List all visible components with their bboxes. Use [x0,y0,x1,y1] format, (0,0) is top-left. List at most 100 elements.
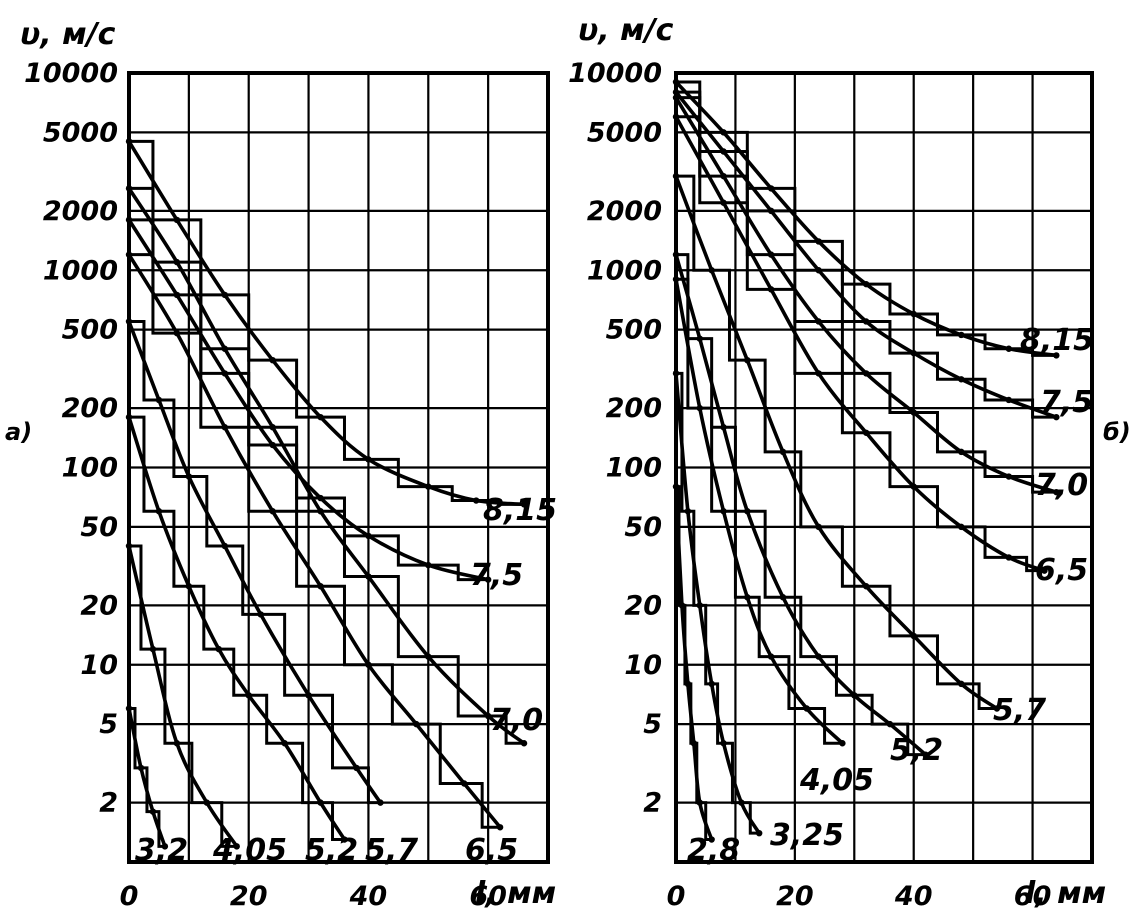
data-point [1053,352,1060,359]
x-axis-label: l, мм [475,876,556,911]
data-point [744,508,751,515]
series-line-7-5 [674,90,1059,419]
data-point [269,508,276,515]
series-label: 5,2 [305,833,358,868]
data-point [862,370,870,377]
data-point [257,611,264,618]
series-label: 4,05 [799,763,874,798]
y-tick-label: 50 [80,512,118,543]
data-point [149,645,157,653]
data-point [365,573,372,580]
data-point [910,310,917,318]
data-point [958,448,965,456]
series-steps-5-7 [129,319,381,805]
x-tick-label: 60 [1014,881,1052,912]
y-tick-label: 20 [80,590,118,621]
data-point [185,583,193,590]
series-line-5-2 [674,252,928,757]
data-point [690,740,698,747]
data-point [269,356,276,364]
series-label: 7,0 [490,703,543,738]
x-tick-label: 20 [230,881,268,912]
data-point [803,705,810,712]
data-point [365,661,372,668]
data-point [221,291,228,299]
plot-frame [127,71,550,864]
data-point [425,561,432,569]
data-point [305,692,312,699]
series-label: 5,7 [993,693,1046,728]
data-point [910,409,917,416]
data-point [910,632,917,640]
data-point [708,267,715,274]
data-point [1005,554,1012,561]
data-point [1053,413,1060,421]
series-label: 7,5 [470,558,523,593]
y-tick-label: 100 [62,453,118,484]
data-point [203,799,211,806]
data-point [173,329,181,337]
x-tick-label: 20 [776,881,814,912]
data-point [520,501,528,508]
data-point [233,843,240,850]
data-point [815,238,822,245]
data-point [815,267,822,274]
data-point [767,653,775,660]
data-point [744,594,751,601]
data-point [353,764,360,772]
series-label: 8,15 [1020,323,1094,358]
y-tick-label: 1000 [587,255,662,286]
data-point [155,396,163,404]
data-point [922,751,929,758]
series-line-4-05 [127,544,239,849]
y-tick-label: 20 [624,590,662,621]
series-label: 6,5 [1035,553,1088,588]
series-line-6-5 [674,114,1047,573]
data-point [767,286,775,293]
data-point [862,583,870,590]
data-point [696,799,703,806]
series-steps-4-05 [129,544,237,848]
data-point [269,441,276,449]
series-line-5-2 [127,415,347,842]
data-point [484,712,492,720]
data-point [815,653,822,660]
y-tick-label: 2000 [43,196,118,227]
series-label: 2,8 [687,833,740,868]
data-point [125,318,133,325]
data-point [851,692,858,699]
series-line-5-7 [674,174,999,711]
data-point [779,594,787,601]
data-point [125,251,133,258]
y-tick-label: 5 [99,709,118,740]
data-point [684,508,692,515]
data-point [1041,567,1048,574]
y-tick-label: 500 [62,315,118,346]
y-tick-label: 10000 [24,58,118,89]
data-point [910,349,917,357]
data-point [425,483,432,490]
data-point [317,583,324,590]
data-point [720,508,727,515]
data-point [779,448,787,456]
data-point [221,424,228,431]
data-point [744,356,751,364]
series-label: 5,7 [365,833,418,868]
data-point [696,335,703,342]
data-point [958,376,965,383]
data-point [672,113,680,120]
data-point [1053,488,1060,496]
data-point [496,824,504,831]
data-point [720,740,727,747]
data-point [815,318,822,325]
y-tick-label: 500 [606,315,662,346]
data-point [767,207,775,215]
series-label: 6,5 [465,833,518,868]
data-point [317,494,324,502]
data-point [365,532,372,540]
series-line-4-05 [674,277,845,746]
y-tick-label: 200 [606,393,662,424]
data-point [672,370,680,377]
